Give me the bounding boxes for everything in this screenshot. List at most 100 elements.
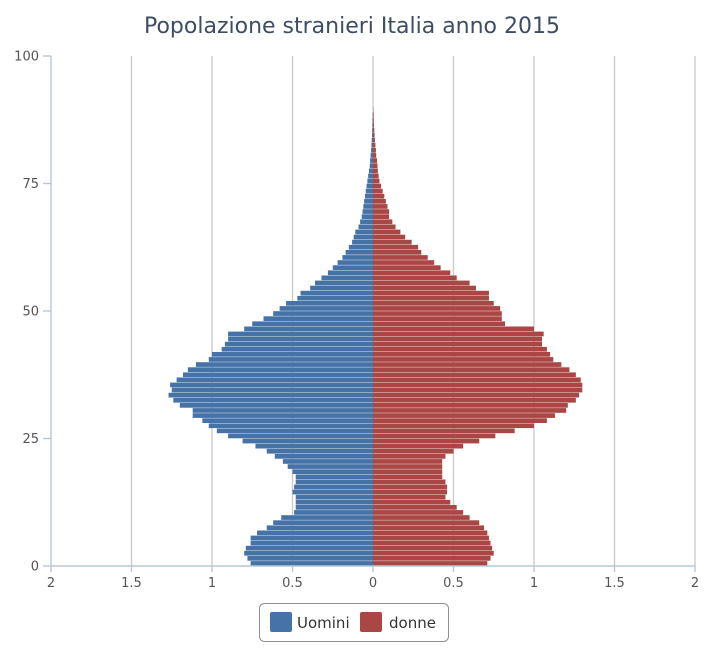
bar-donne-age-87: [373, 117, 374, 123]
bar-donne-age-41: [373, 352, 551, 357]
bar-donne-age-42: [373, 346, 547, 352]
bar-donne-age-25: [373, 433, 496, 439]
bar-donne-age-60: [373, 255, 428, 260]
bar-donne-age-76: [373, 173, 379, 179]
bar-donne-age-34: [373, 387, 583, 393]
bar-donne-age-81: [373, 148, 376, 153]
bar-donne-age-35: [373, 382, 583, 388]
bar-uomini-age-55: [315, 280, 373, 286]
bar-uomini-age-10: [294, 510, 373, 515]
bar-uomini-age-62: [348, 244, 373, 250]
bar-uomini-age-25: [228, 433, 373, 439]
bar-donne-age-4: [373, 540, 491, 546]
x-tick-label-3: 0.5: [282, 576, 303, 591]
bar-uomini-age-27: [208, 423, 373, 429]
bar-uomini-age-16: [295, 479, 373, 485]
bar-uomini-age-7: [266, 525, 373, 531]
bar-donne-age-56: [373, 275, 457, 281]
bar-uomini-age-84: [372, 132, 373, 138]
bar-uomini-age-60: [342, 255, 373, 260]
bar-uomini-age-12: [295, 499, 373, 505]
bar-uomini-age-5: [250, 535, 373, 541]
bar-uomini-age-56: [321, 275, 373, 281]
bar-donne-age-32: [373, 397, 576, 403]
bar-uomini-age-82: [371, 142, 373, 148]
bar-uomini-age-6: [257, 530, 373, 536]
bar-donne-age-14: [373, 489, 448, 495]
bar-donne-age-65: [373, 229, 401, 235]
bar-uomini-age-49: [273, 311, 373, 316]
bar-uomini-age-46: [244, 326, 373, 332]
bar-donne-age-3: [373, 545, 493, 551]
bar-uomini-age-19: [287, 464, 373, 469]
x-tick-label-6: 1: [530, 576, 538, 591]
bar-uomini-age-35: [170, 382, 373, 388]
legend: Uomini donne: [259, 603, 449, 642]
bar-donne-age-74: [373, 183, 382, 189]
bar-uomini-age-77: [368, 168, 373, 174]
y-tick-label-4: 100: [14, 50, 39, 65]
bar-donne-age-85: [373, 127, 375, 133]
bar-donne-age-2: [373, 550, 494, 556]
bar-donne-age-52: [373, 295, 489, 301]
bar-uomini-age-9: [281, 515, 373, 520]
bar-uomini-age-64: [353, 234, 373, 240]
legend-swatch-donne: [360, 612, 382, 632]
bar-uomini-age-72: [364, 193, 373, 199]
bar-uomini-age-20: [282, 459, 373, 464]
bar-uomini-age-52: [297, 295, 373, 301]
bar-donne-age-71: [373, 199, 386, 204]
bar-donne-age-39: [373, 362, 562, 367]
bar-donne-age-40: [373, 357, 554, 362]
bar-uomini-age-63: [352, 239, 373, 245]
bar-donne-age-11: [373, 505, 457, 510]
bar-uomini-age-48: [263, 316, 373, 321]
bar-donne-age-54: [373, 285, 477, 291]
x-tick-label-2: 1: [208, 576, 216, 591]
bar-uomini-age-42: [221, 346, 373, 352]
bar-uomini-age-14: [292, 489, 373, 495]
bar-uomini-age-81: [371, 148, 373, 153]
x-tick-label-4: 0: [369, 576, 377, 591]
bar-donne-age-8: [373, 520, 480, 525]
bar-donne-age-83: [373, 137, 375, 143]
bar-donne-age-58: [373, 265, 441, 270]
bar-uomini-age-22: [266, 448, 373, 454]
bar-donne-age-62: [373, 244, 419, 250]
bar-uomini-age-18: [292, 469, 373, 474]
legend-box: [259, 603, 449, 642]
bar-uomini-age-45: [228, 331, 373, 337]
bar-donne-age-82: [373, 142, 376, 148]
bar-uomini-age-26: [216, 428, 373, 434]
bar-uomini-age-31: [179, 403, 373, 408]
bar-donne-age-79: [373, 158, 378, 163]
bar-donne-age-13: [373, 494, 446, 500]
bar-donne-age-28: [373, 418, 547, 423]
bar-uomini-age-80: [370, 153, 373, 158]
bar-uomini-age-51: [286, 301, 373, 306]
bar-uomini-age-41: [212, 352, 373, 357]
bar-donne-age-19: [373, 464, 443, 469]
bar-uomini-age-15: [294, 484, 373, 490]
bar-donne-age-27: [373, 423, 534, 429]
bar-uomini-age-65: [355, 229, 373, 235]
bar-uomini-age-21: [274, 454, 373, 459]
y-tick-label-1: 25: [22, 432, 39, 447]
bar-donne-age-63: [373, 239, 412, 245]
bar-donne-age-84: [373, 132, 375, 138]
x-tick-label-1: 1.5: [121, 576, 142, 591]
bar-uomini-age-2: [244, 550, 373, 556]
bar-donne-age-29: [373, 413, 555, 418]
bar-donne-age-78: [373, 163, 378, 168]
grid-lines: [130, 56, 696, 566]
legend-item-donne[interactable]: donne: [360, 612, 436, 632]
bar-uomini-age-59: [337, 260, 373, 265]
y-tick-label-2: 50: [22, 305, 39, 320]
legend-item-uomini[interactable]: Uomini: [270, 612, 350, 632]
bar-donne-age-49: [373, 311, 502, 316]
bar-uomini-age-75: [367, 178, 373, 184]
bar-donne-age-55: [373, 280, 470, 286]
bar-donne-age-36: [373, 377, 581, 383]
bar-donne-age-7: [373, 525, 485, 531]
bar-uomini-age-44: [228, 336, 373, 342]
